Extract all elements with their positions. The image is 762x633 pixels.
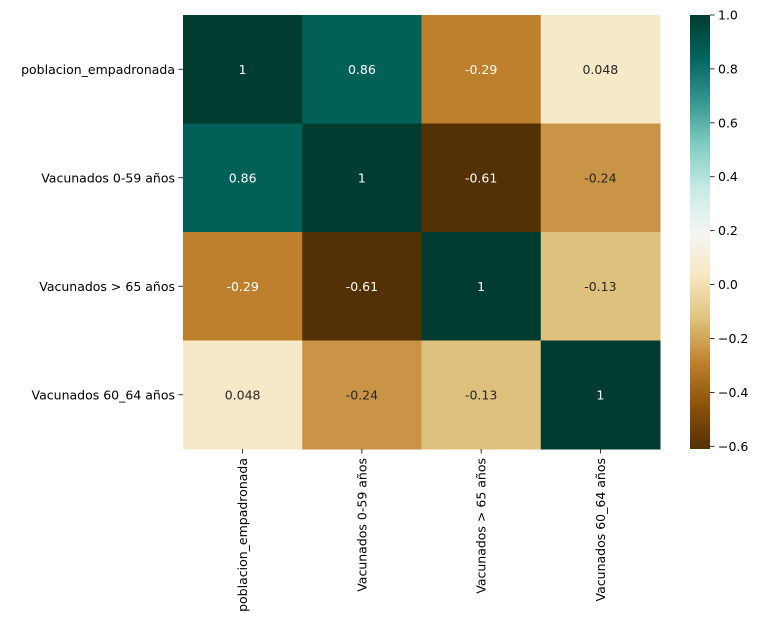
heatmap-cell [302, 15, 422, 124]
y-axis: poblacion_empadronada Vacunados 0-59 años… [21, 62, 183, 402]
cell-value-label: 1 [358, 170, 366, 185]
x-tick-label: Vacunados 60_64 años [593, 458, 608, 601]
cell-value-label: -0.24 [346, 387, 378, 402]
heatmap-cell [183, 232, 303, 341]
y-tick-label: Vacunados > 65 años [39, 279, 175, 294]
cell-value-label: -0.13 [465, 387, 497, 402]
cell-value-label: -0.13 [584, 279, 616, 294]
heatmap-cell [302, 123, 422, 233]
colorbar-tick-label: 0.2 [718, 223, 738, 238]
cell-value-label: 0.86 [348, 62, 376, 77]
heatmap-cell [302, 340, 422, 450]
colorbar-tick-label: −0.2 [718, 331, 748, 346]
colorbar-tick-label: 0.0 [718, 277, 738, 292]
colorbar-tick-label: 0.8 [718, 61, 738, 76]
x-tick-label: Vacunados > 65 años [474, 458, 489, 594]
y-tick-label: Vacunados 60_64 años [32, 387, 175, 402]
heatmap-cell [540, 340, 661, 450]
colorbar-tick-label: −0.6 [718, 439, 748, 454]
x-axis: poblacion_empadronada Vacunados 0-59 años… [235, 449, 608, 612]
heatmap-cell [302, 232, 422, 341]
heatmap-cells [183, 15, 661, 450]
heatmap-cell [540, 123, 661, 233]
cell-value-label: 1 [239, 62, 247, 77]
cell-value-label: -0.29 [226, 279, 258, 294]
cell-value-label: 1 [596, 387, 604, 402]
heatmap-cell [421, 123, 542, 233]
colorbar: 1.0 0.8 0.6 0.4 0.2 0.0 −0.2 −0.4 −0.6 [690, 8, 748, 454]
heatmap-cell [183, 340, 303, 450]
colorbar-tick-label: 0.4 [718, 169, 738, 184]
cell-value-label: -0.61 [465, 170, 497, 185]
colorbar-tick-label: 1.0 [718, 8, 738, 23]
heatmap-cell [183, 123, 303, 233]
cell-value-label: 0.86 [229, 170, 257, 185]
x-tick-label: Vacunados 0-59 años [354, 458, 369, 592]
cell-value-label: 0.048 [225, 387, 261, 402]
heatmap-cell [421, 340, 542, 450]
heatmap-cell-labels: 1 0.86 -0.29 0.048 0.86 1 -0.61 -0.24 -0.29 -0.61… [225, 62, 619, 403]
y-tick-label: Vacunados 0-59 años [41, 170, 175, 185]
cell-value-label: -0.61 [346, 279, 378, 294]
heatmap-cell [540, 232, 661, 341]
colorbar-tick-label: 0.6 [718, 115, 738, 130]
heatmap-cell [540, 15, 661, 124]
y-tick-label: poblacion_empadronada [21, 62, 175, 77]
heatmap-cell [421, 232, 542, 341]
cell-value-label: 1 [477, 279, 485, 294]
colorbar-tick-label: −0.4 [718, 385, 748, 400]
colorbar-gradient [690, 15, 710, 449]
cell-value-label: 0.048 [582, 62, 618, 77]
cell-value-label: -0.29 [465, 62, 497, 77]
cell-value-label: -0.24 [584, 170, 616, 185]
heatmap-cell [421, 15, 542, 124]
heatmap-cell [183, 15, 303, 124]
x-tick-label: poblacion_empadronada [235, 458, 250, 612]
